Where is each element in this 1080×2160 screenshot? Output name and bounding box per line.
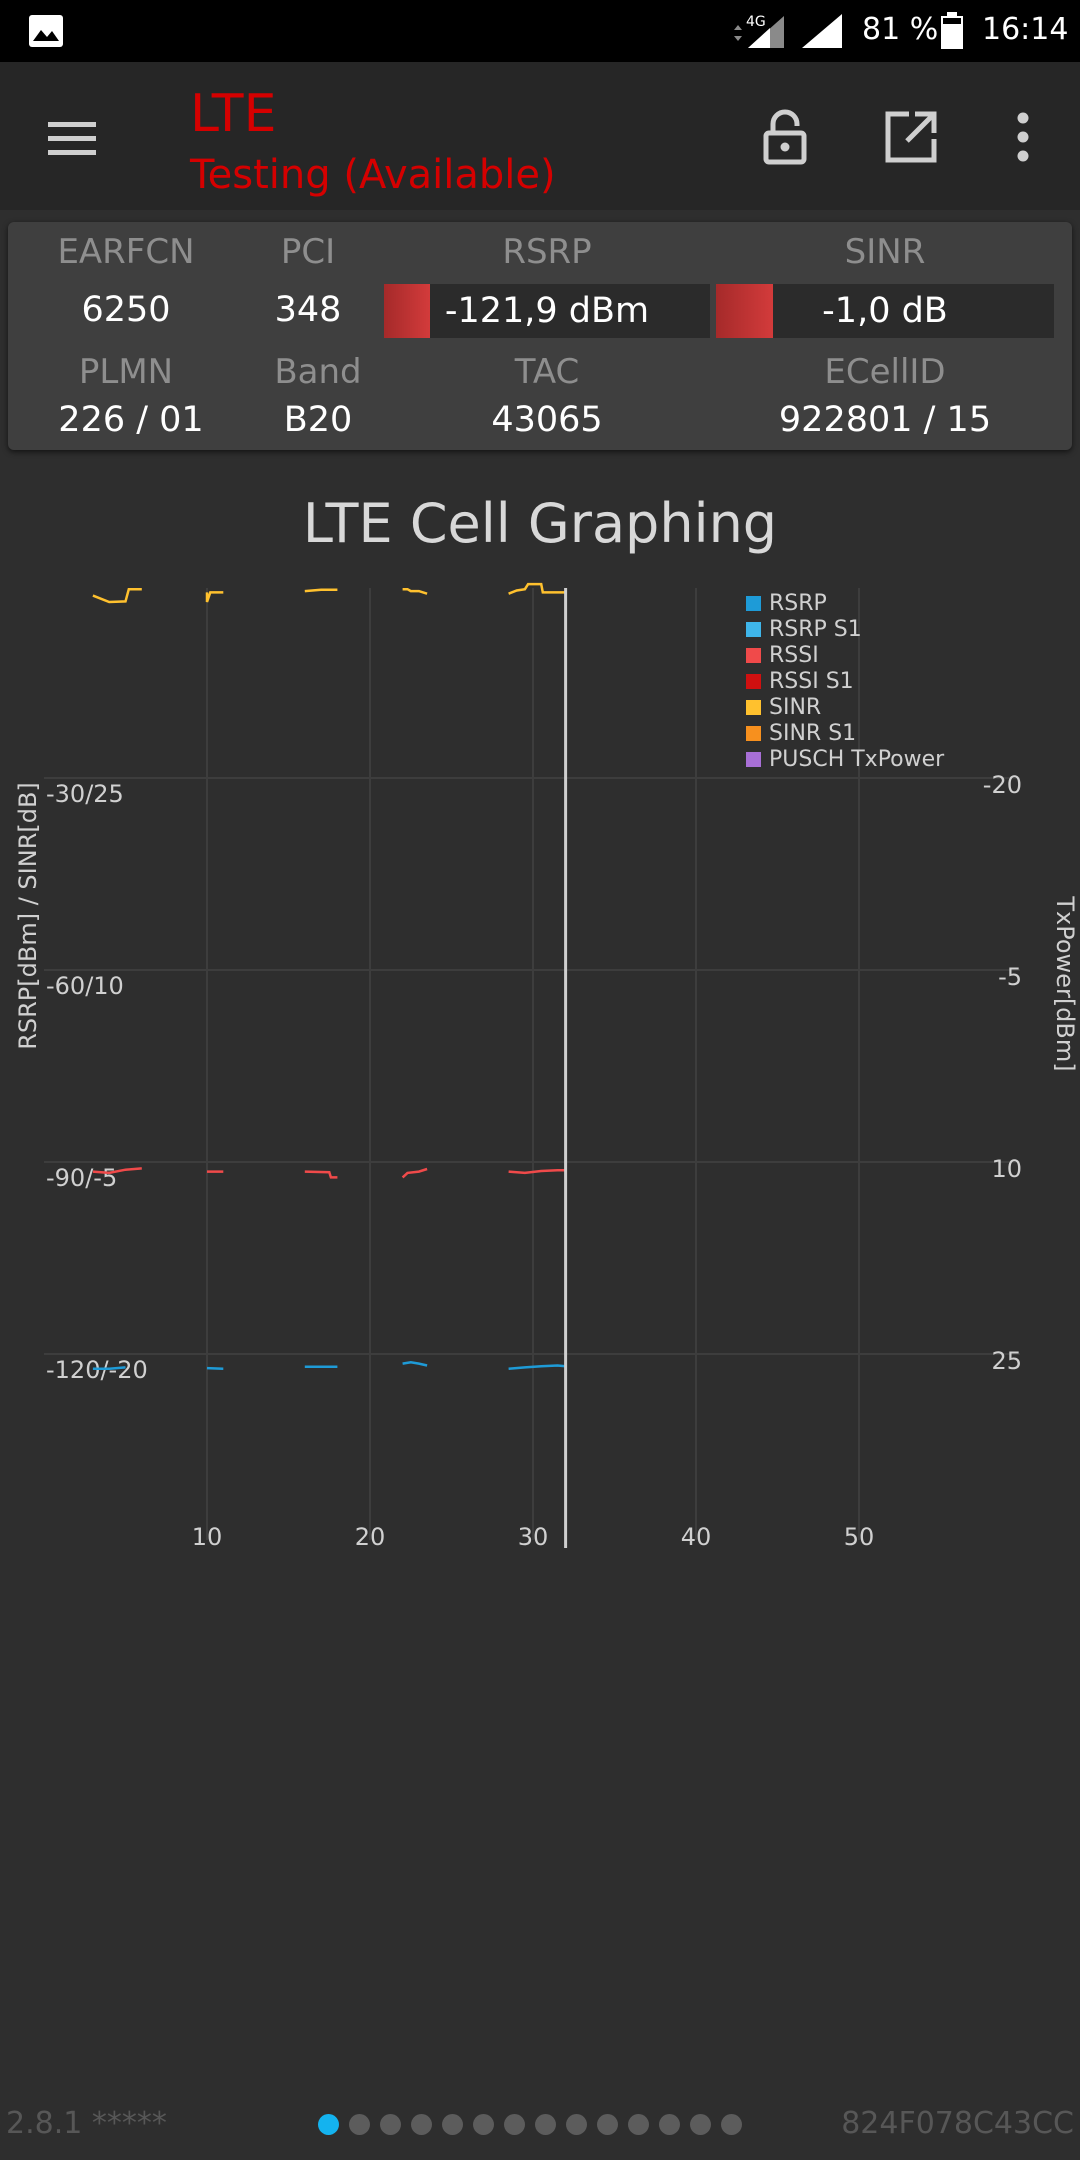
pci-value: 348	[274, 290, 342, 330]
ecellid-label: ECellID	[824, 352, 946, 392]
y-tick-label-right: -20	[983, 771, 1022, 799]
y-tick-label-left: -120/-20	[46, 1356, 148, 1384]
series-line-rssi	[401, 1167, 428, 1179]
sinr-value: -1,0 dB	[822, 291, 948, 331]
app-subtitle: Testing (Available)	[190, 152, 556, 198]
sinr-meter: -1,0 dB	[716, 284, 1054, 338]
plmn-value: 226 / 01	[58, 400, 204, 440]
earfcn-value: 6250	[81, 290, 171, 330]
rsrp-label: RSRP	[502, 232, 592, 272]
legend-swatch	[746, 622, 761, 637]
series-line-rsrp	[402, 1361, 428, 1367]
page-dot[interactable]	[721, 2114, 742, 2135]
clock: 16:14	[982, 12, 1069, 47]
chart-title: LTE Cell Graphing	[302, 492, 778, 555]
y-tick-label-right: 10	[991, 1155, 1022, 1183]
app-bar: LTE Testing (Available)	[0, 62, 1080, 210]
y-tick-label-left: -30/25	[46, 780, 124, 808]
page-dot[interactable]	[566, 2114, 587, 2135]
page-dot[interactable]	[628, 2114, 649, 2135]
series-line-rsrp	[92, 1366, 126, 1370]
band-value: B20	[283, 400, 353, 440]
page-dot[interactable]	[318, 2114, 339, 2135]
page-indicator	[318, 2114, 742, 2135]
device-id-label: 824F078C43CC	[841, 2106, 1074, 2141]
lte-chart: 10 20 30 40 50 -30/25 -60/10 -90/-5 -120/-20 -20 -…	[14, 582, 1079, 1551]
legend-label: RSRP S1	[769, 617, 862, 642]
y-tick-label-right: -5	[998, 963, 1022, 991]
x-tick-label: 40	[681, 1523, 712, 1551]
series-line-rsrp	[206, 1366, 224, 1370]
page-dot[interactable]	[535, 2114, 556, 2135]
series-line-rssi	[508, 1169, 566, 1175]
tac-value: 43065	[491, 400, 603, 440]
ecellid-value: 922801 / 15	[778, 400, 992, 440]
y-tick-label-left: -90/-5	[46, 1164, 117, 1192]
cell-info-panel: EARFCN PCI RSRP SINR 6250 348 -121,9 dBm…	[8, 222, 1072, 450]
y-tick-label-right: 25	[991, 1347, 1022, 1375]
lock-icon[interactable]	[750, 102, 820, 172]
legend-label: RSSI	[769, 643, 819, 668]
legend-swatch	[746, 726, 761, 741]
legend-label: RSRP	[769, 591, 827, 616]
x-tick-label: 30	[518, 1523, 549, 1551]
series-line-rssi	[304, 1170, 338, 1179]
legend-swatch	[746, 674, 761, 689]
page-dot[interactable]	[659, 2114, 680, 2135]
legend-label: RSSI S1	[769, 669, 854, 694]
series-line-sinr	[402, 587, 428, 595]
legend-label: SINR S1	[769, 721, 856, 746]
legend-label: SINR	[769, 695, 821, 720]
plmn-label: PLMN	[78, 352, 174, 392]
open-external-icon[interactable]	[876, 102, 946, 172]
network-arrows-icon: 4G	[730, 12, 790, 54]
series-line-sinr	[508, 582, 566, 595]
battery-icon	[940, 12, 964, 54]
app-title: LTE	[190, 84, 277, 144]
legend-swatch	[746, 596, 761, 611]
page-dot[interactable]	[597, 2114, 618, 2135]
legend-swatch	[746, 648, 761, 663]
x-tick-label: 10	[192, 1523, 223, 1551]
tac-label: TAC	[514, 352, 580, 392]
page-dot[interactable]	[442, 2114, 463, 2135]
page-dot[interactable]	[504, 2114, 525, 2135]
menu-icon[interactable]	[36, 108, 108, 170]
earfcn-label: EARFCN	[57, 232, 195, 272]
page-dot[interactable]	[690, 2114, 711, 2135]
sinr-label: SINR	[844, 232, 926, 272]
pci-label: PCI	[280, 232, 336, 272]
page-dot[interactable]	[473, 2114, 494, 2135]
page-dot[interactable]	[411, 2114, 432, 2135]
version-label: 2.8.1 *****	[6, 2106, 167, 2141]
rsrp-value: -121,9 dBm	[444, 291, 650, 331]
legend-label: PUSCH TxPower	[769, 747, 945, 772]
series-line-sinr	[205, 591, 224, 603]
legend-swatch	[746, 700, 761, 715]
series-line-sinr	[92, 587, 142, 604]
rsrp-meter-fill	[384, 284, 430, 338]
x-tick-label: 20	[355, 1523, 386, 1551]
legend-swatch	[746, 752, 761, 767]
series-line-sinr	[304, 588, 338, 593]
y-axis-title-right: TxPower[dBm]	[1051, 895, 1079, 1071]
image-icon	[28, 14, 64, 52]
status-bar: 4G 81 % 16:14	[0, 0, 1080, 62]
signal-icon	[800, 12, 844, 54]
page-dot[interactable]	[349, 2114, 370, 2135]
y-tick-label-left: -60/10	[46, 972, 124, 1000]
x-tick-label: 50	[844, 1523, 875, 1551]
more-vert-icon[interactable]	[988, 102, 1058, 172]
y-axis-title-left: RSRP[dBm] / SINR[dB]	[14, 782, 42, 1050]
page-dot[interactable]	[380, 2114, 401, 2135]
series-line-rssi	[92, 1167, 142, 1175]
network-type-label: 4G	[746, 14, 766, 30]
band-label: Band	[274, 352, 362, 392]
series-line-rsrp	[508, 1364, 566, 1370]
sinr-meter-fill	[716, 284, 774, 338]
battery-percent: 81 %	[862, 12, 939, 47]
rsrp-meter: -121,9 dBm	[384, 284, 710, 338]
